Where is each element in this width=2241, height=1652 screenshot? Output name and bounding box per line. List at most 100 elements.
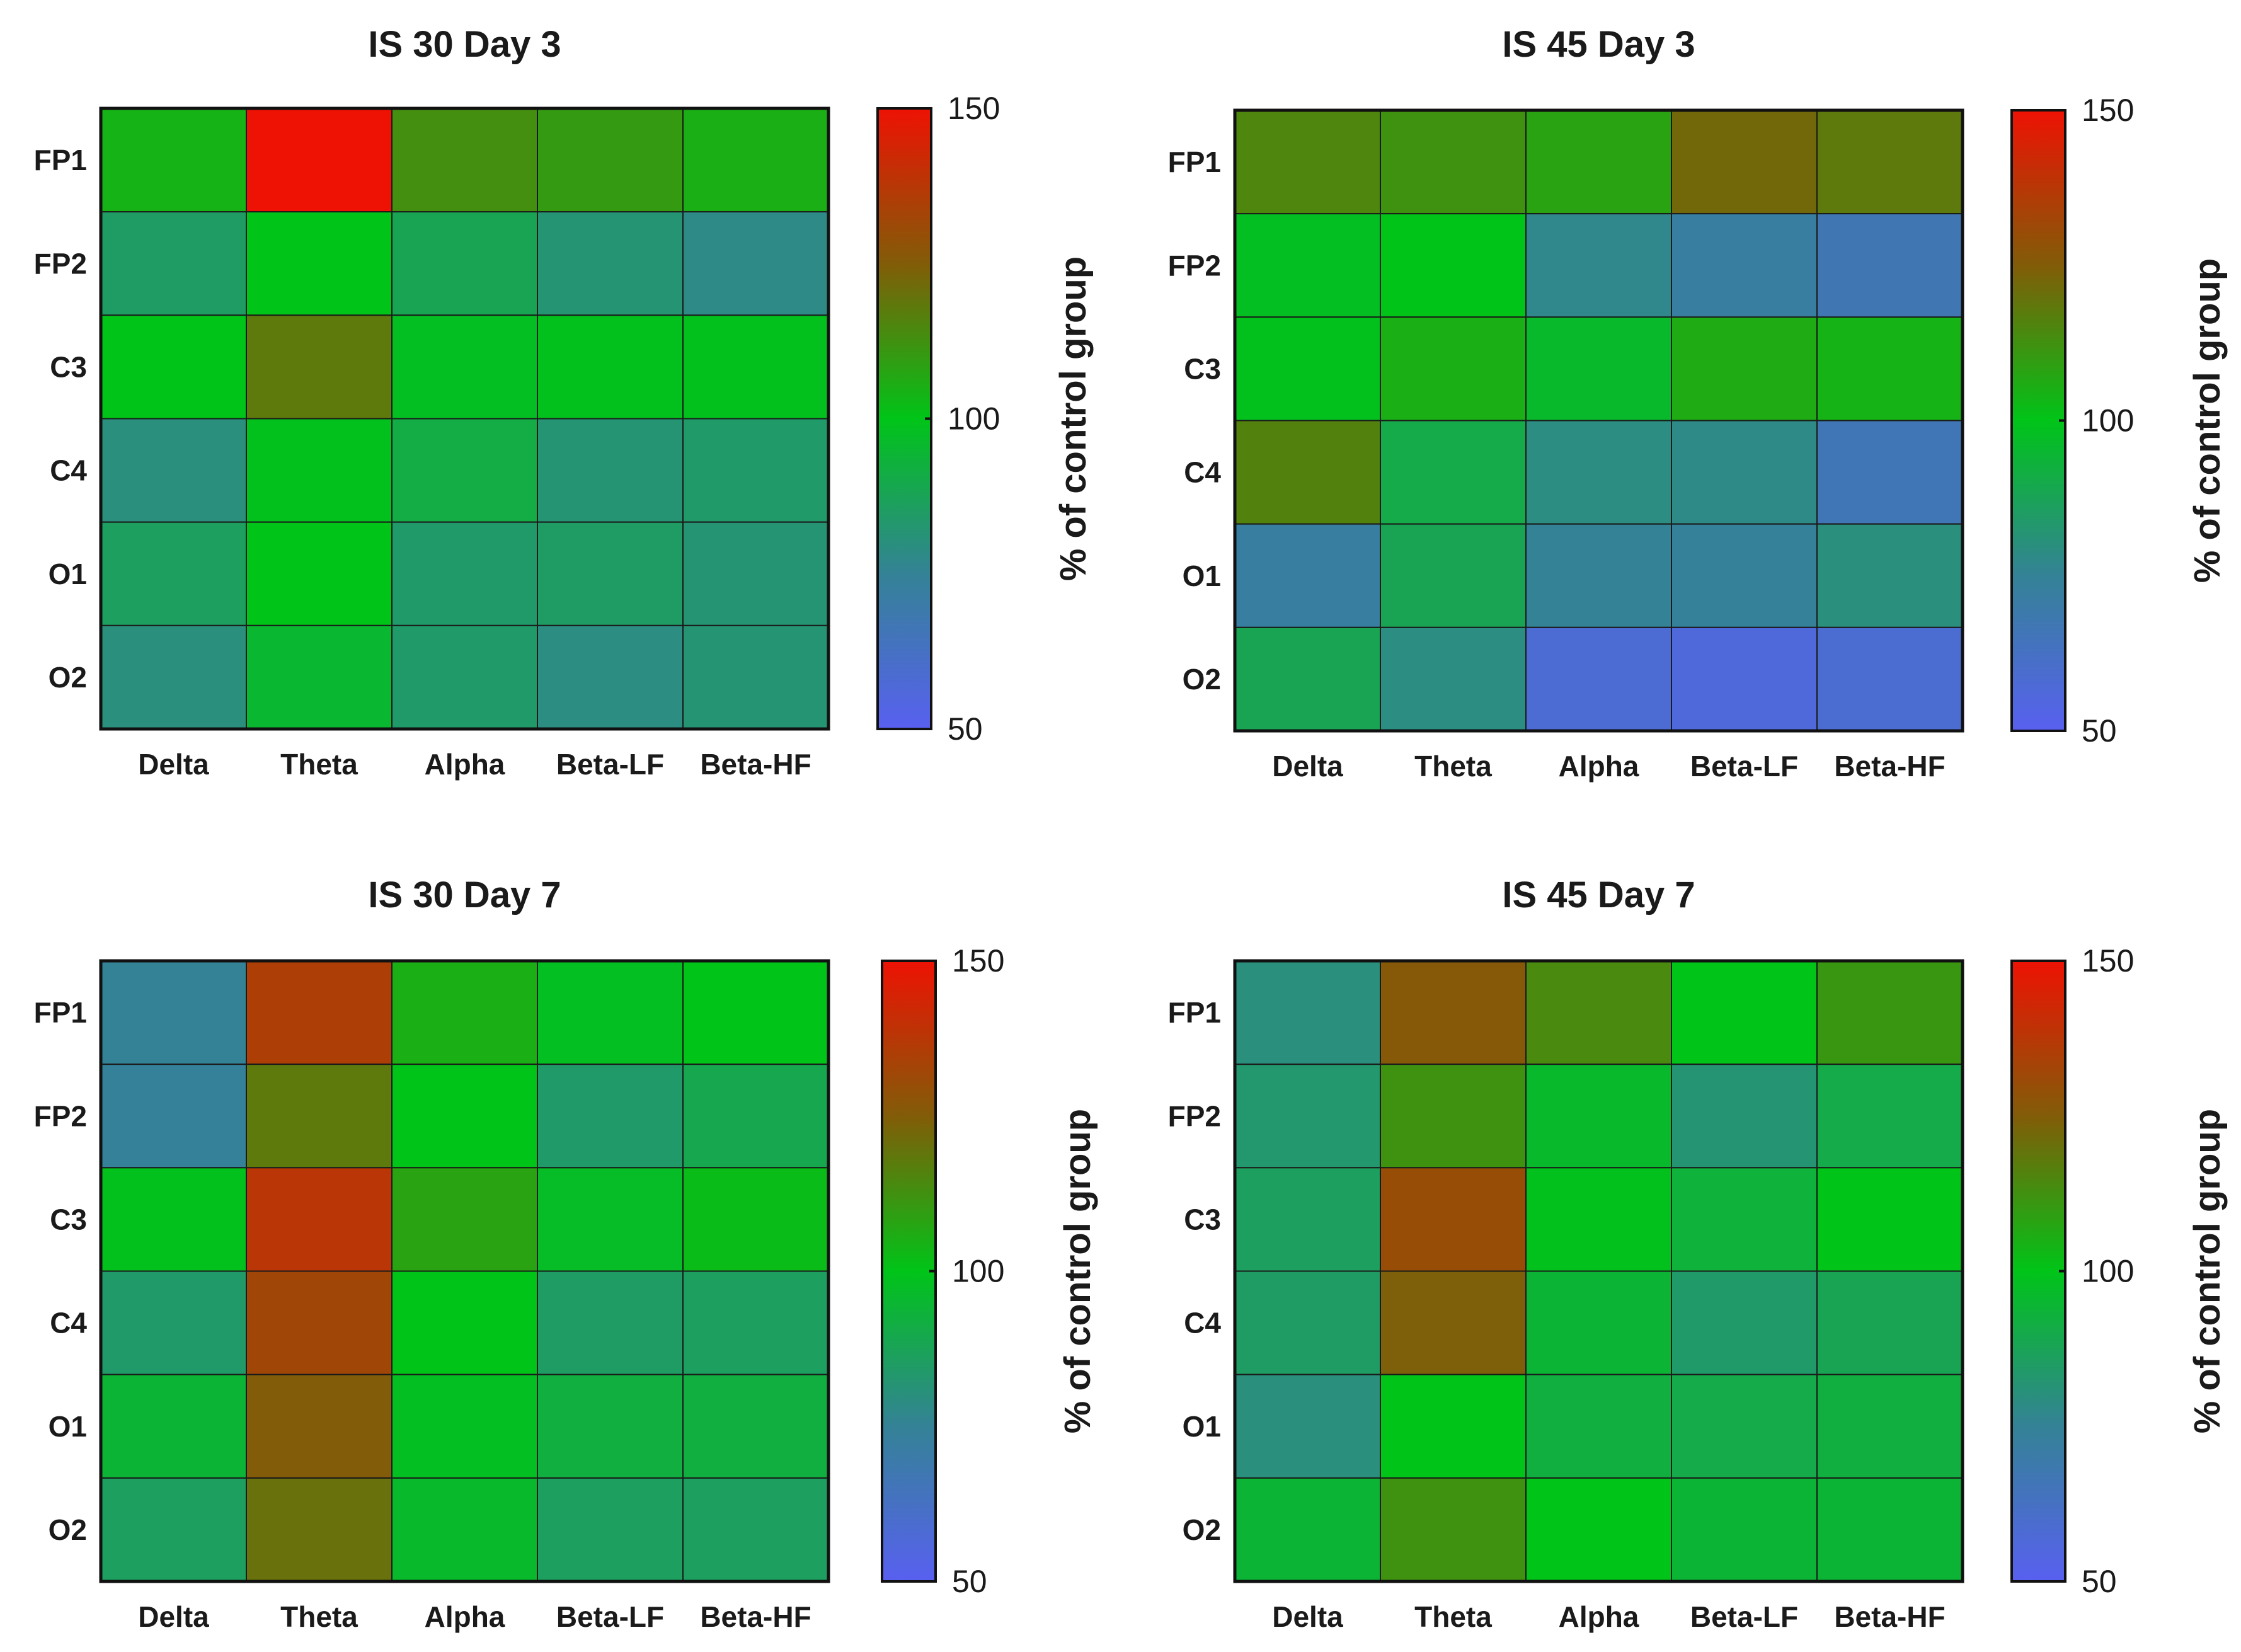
heatmap-cell xyxy=(1380,960,1527,1065)
heatmap-cell xyxy=(246,521,393,626)
x-tick-label: Theta xyxy=(280,748,358,781)
heatmap-cell xyxy=(1525,213,1672,318)
y-tick-label: FP1 xyxy=(34,996,87,1029)
colorbar-tick-label: 100 xyxy=(2082,1254,2134,1289)
colorbar-tick-label: 100 xyxy=(948,401,1000,437)
y-tick-label: C3 xyxy=(50,350,87,383)
x-tick-label: Beta-LF xyxy=(556,748,664,781)
y-tick-label: C4 xyxy=(50,454,87,487)
heatmap-cell xyxy=(1816,1477,1963,1582)
heatmap-cell xyxy=(391,1477,538,1582)
heatmap-cell xyxy=(246,108,393,213)
x-tick-label: Theta xyxy=(1414,750,1492,783)
heatmap-cell xyxy=(1380,1477,1527,1582)
x-tick-label: Delta xyxy=(1272,750,1343,783)
colorbar xyxy=(881,960,937,1583)
heatmap-cell xyxy=(1525,1477,1672,1582)
heatmap-cell xyxy=(682,1167,829,1272)
heatmap-cell xyxy=(682,1477,829,1582)
heatmap-cell xyxy=(1525,960,1672,1065)
heatmap-cell xyxy=(100,521,247,626)
heatmap-cell xyxy=(1380,523,1527,628)
heatmap-cell xyxy=(1671,960,1818,1065)
heatmap-cell xyxy=(1380,1064,1527,1169)
heatmap-cell xyxy=(537,1167,684,1272)
y-tick-label: FP1 xyxy=(34,144,87,176)
heatmap-cell xyxy=(682,1374,829,1479)
x-tick-label: Delta xyxy=(138,748,209,781)
colorbar-tick-label: 50 xyxy=(952,1564,987,1599)
heatmap-cell xyxy=(246,1477,393,1582)
heatmap-cell xyxy=(682,1064,829,1169)
x-tick-label: Beta-LF xyxy=(1690,1600,1798,1633)
y-tick-label: O2 xyxy=(49,661,87,694)
heatmap-cell xyxy=(391,211,538,316)
heatmap-cell xyxy=(391,418,538,523)
y-tick-label: O2 xyxy=(49,1513,87,1546)
colorbar-tick-label: 150 xyxy=(948,91,1000,126)
heatmap-cell xyxy=(246,1374,393,1479)
heatmap-cell xyxy=(537,1374,684,1479)
x-tick-label: Alpha xyxy=(425,1600,505,1633)
heatmap-cell xyxy=(1380,626,1527,731)
colorbar-tick-label: 150 xyxy=(952,943,1004,978)
heatmap-cell xyxy=(682,521,829,626)
heatmap-cell xyxy=(537,624,684,730)
heatmap-cell xyxy=(1234,1270,1381,1375)
colorbar-label: % of control group xyxy=(1053,256,1094,582)
plot-border xyxy=(99,106,830,731)
chart-title: IS 30 Day 3 xyxy=(368,24,561,65)
heatmap-cell xyxy=(1234,110,1381,215)
x-tick-label: Beta-HF xyxy=(1834,750,1945,783)
heatmap-cell xyxy=(1816,523,1963,628)
heatmap-cell xyxy=(537,418,684,523)
heatmap-cell xyxy=(1380,316,1527,422)
heatmap-panel: IS 45 Day 7 FP1 FP2 C3 C4 O1 O2 Delta Theta Alpha… xyxy=(1168,875,2228,1633)
y-tick-label: O1 xyxy=(49,558,87,590)
heatmap-cell xyxy=(391,521,538,626)
heatmap-cell xyxy=(1671,1167,1818,1272)
x-tick-label: Alpha xyxy=(425,748,505,781)
heatmap-cell xyxy=(682,624,829,730)
x-tick-label: Theta xyxy=(1414,1600,1492,1633)
heatmap-cell xyxy=(1671,316,1818,422)
colorbar-tick-label: 100 xyxy=(2082,403,2134,439)
heatmap-cell xyxy=(1671,1270,1818,1375)
x-tick-label: Beta-HF xyxy=(700,1600,811,1633)
heatmap-cell xyxy=(1671,1064,1818,1169)
heatmap-cell xyxy=(1671,1374,1818,1479)
heatmap-cell xyxy=(1671,1477,1818,1582)
y-tick-label: C4 xyxy=(1184,1307,1221,1339)
heatmap-panel: IS 30 Day 3 FP1 FP2 C3 C4 O1 O2 Delta Theta Alpha… xyxy=(34,24,1094,781)
heatmap-cell xyxy=(100,314,247,420)
heatmap-cell xyxy=(1525,1374,1672,1479)
heatmap-cell xyxy=(1525,523,1672,628)
heatmap-cell xyxy=(1816,1064,1963,1169)
x-tick-label: Delta xyxy=(1272,1600,1343,1633)
heatmap-cell xyxy=(1525,1167,1672,1272)
heatmap-cell xyxy=(1380,1374,1527,1479)
heatmap-cell xyxy=(1380,1167,1527,1272)
chart-title: IS 45 Day 3 xyxy=(1502,24,1695,65)
x-tick-label: Beta-HF xyxy=(1834,1600,1945,1633)
heatmap-cell xyxy=(100,624,247,730)
heatmap-cell xyxy=(682,1270,829,1375)
heatmap-cell xyxy=(682,418,829,523)
heatmap-cell xyxy=(537,108,684,213)
colorbar-tick-label: 50 xyxy=(2082,1564,2117,1599)
heatmap-cell xyxy=(391,1270,538,1375)
heatmap-cell xyxy=(246,418,393,523)
heatmap-cell xyxy=(1525,316,1672,422)
heatmap-cell xyxy=(1380,213,1527,318)
colorbar-tick-label: 100 xyxy=(952,1254,1004,1289)
heatmap-cell xyxy=(1671,626,1818,731)
heatmap-cell xyxy=(682,108,829,213)
heatmap-cell xyxy=(1816,626,1963,731)
heatmap-cell xyxy=(246,211,393,316)
x-tick-label: Delta xyxy=(138,1600,209,1633)
heatmap-cell xyxy=(537,960,684,1065)
y-tick-label: O1 xyxy=(49,1410,87,1443)
y-tick-label: C4 xyxy=(50,1307,87,1339)
heatmap-cell xyxy=(682,960,829,1065)
x-tick-label: Beta-LF xyxy=(556,1600,664,1633)
